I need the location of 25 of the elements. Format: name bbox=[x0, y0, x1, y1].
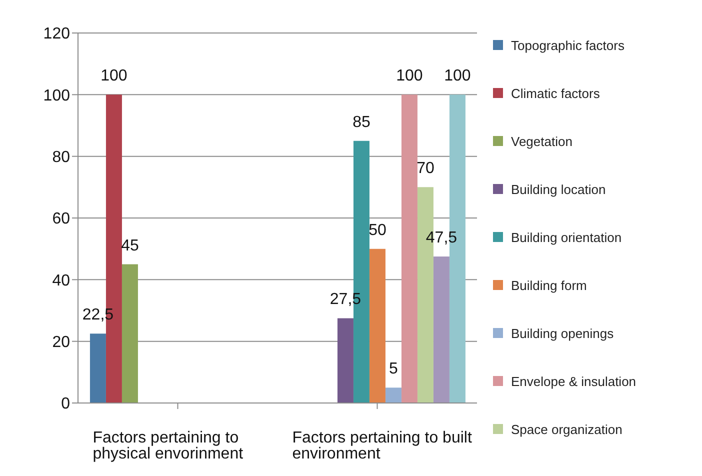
data-label: 100 bbox=[396, 68, 423, 85]
legend-label: Topographic factors bbox=[511, 38, 624, 52]
data-label: 47,5 bbox=[426, 230, 458, 247]
data-label: 70 bbox=[416, 160, 434, 178]
y-tick-label: 0 bbox=[61, 396, 70, 413]
legend-label: Vegetation bbox=[511, 134, 572, 148]
data-label: 100 bbox=[444, 68, 471, 85]
legend-label: Envelope & insulation bbox=[511, 374, 636, 388]
legend-label: Building orientation bbox=[511, 230, 622, 244]
legend-label: Climatic factors bbox=[511, 86, 600, 100]
y-tick-label: 100 bbox=[43, 87, 70, 104]
x-tick-label: Factors pertaining to built environment bbox=[292, 429, 472, 462]
y-tick-label: 20 bbox=[52, 334, 70, 352]
data-label: 5 bbox=[389, 360, 398, 378]
y-tick-label: 80 bbox=[52, 149, 70, 166]
legend-label: Space organization bbox=[511, 422, 622, 436]
y-tick-label: 120 bbox=[43, 26, 70, 43]
data-label: 85 bbox=[352, 114, 370, 131]
data-label: 100 bbox=[100, 68, 128, 85]
legend-label: Building openings bbox=[511, 326, 614, 340]
y-tick-label: 40 bbox=[52, 272, 70, 290]
x-tick-label: Factors pertaining to physical envorinment bbox=[92, 429, 244, 462]
y-tick-label: 60 bbox=[52, 210, 70, 228]
legend-label: Building form bbox=[511, 278, 587, 292]
legend-label: Building location bbox=[511, 182, 606, 196]
